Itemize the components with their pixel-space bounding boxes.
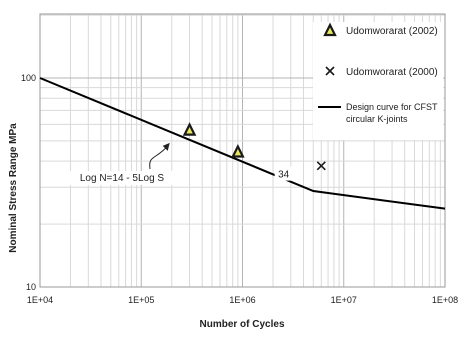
design-curve-line bbox=[39, 77, 446, 210]
x-tick-label: 1E+06 bbox=[229, 295, 255, 305]
x-tick-label: 1E+07 bbox=[331, 295, 357, 305]
legend-cross-marker bbox=[325, 66, 335, 76]
slope-annotation: 34 bbox=[278, 170, 290, 181]
x-tick-label: 1E+04 bbox=[27, 295, 53, 305]
annotation-box bbox=[69, 171, 175, 185]
annotation-box bbox=[274, 166, 293, 181]
x-tick-label: 1E+05 bbox=[128, 295, 154, 305]
legend-triangle-marker bbox=[323, 22, 337, 37]
legend-label: Udomworarat (2000) bbox=[346, 67, 438, 78]
legend-background bbox=[313, 22, 443, 140]
legend-label: Design curve for CFST circular K-joints bbox=[346, 102, 438, 124]
triangle-data-point bbox=[231, 144, 245, 158]
x-axis-label: Number of Cycles bbox=[199, 319, 284, 330]
series bbox=[39, 77, 446, 210]
y-axis-label: Nominal Stress Range MPa bbox=[8, 123, 19, 253]
annotation-arrowhead bbox=[162, 142, 170, 151]
x-marker-stroke bbox=[316, 161, 326, 171]
legend: Udomworarat (2002) Udomworarat (2000) Desi… bbox=[313, 22, 443, 140]
triangle-data-point bbox=[182, 122, 197, 136]
annotation-arrow bbox=[149, 145, 169, 170]
equation-annotation: Log N=14 - 5Log S bbox=[80, 173, 165, 184]
x-marker-stroke bbox=[325, 66, 335, 76]
legend-label: Udomworarat (2002) bbox=[346, 26, 438, 37]
y-tick-label: 100 bbox=[21, 73, 36, 83]
x-tick-label: 1E+08 bbox=[432, 295, 458, 305]
annotations: Log N=14 - 5Log S 34 bbox=[69, 142, 293, 185]
cross-data-point bbox=[316, 161, 326, 171]
tick-labels: 1E+04 1E+05 1E+06 1E+07 1E+08 10 100 bbox=[21, 73, 458, 305]
plot-area-frame bbox=[39, 13, 446, 288]
y-tick-label: 10 bbox=[26, 282, 36, 292]
